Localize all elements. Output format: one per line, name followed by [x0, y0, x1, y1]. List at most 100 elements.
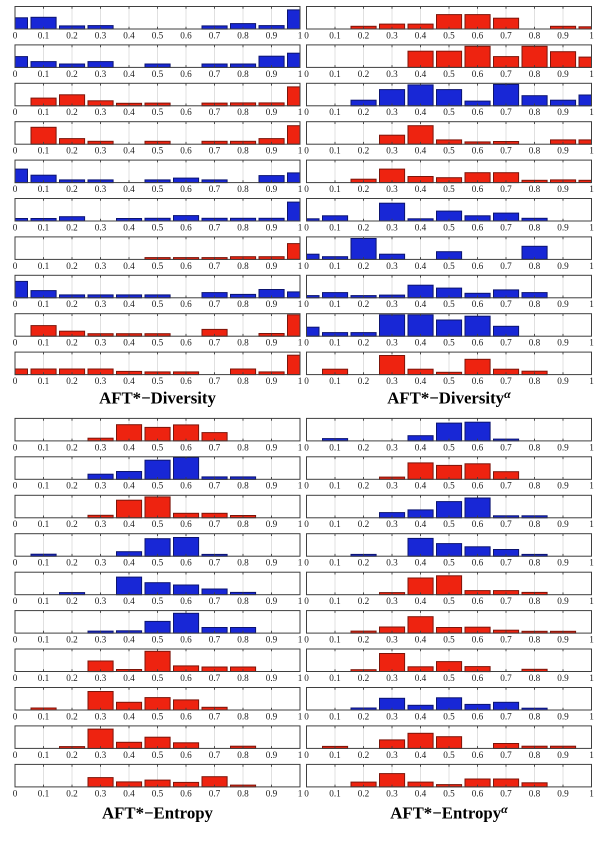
svg-text:0.5: 0.5 — [152, 481, 164, 491]
svg-text:0.9: 0.9 — [557, 711, 569, 721]
svg-text:0.9: 0.9 — [266, 481, 278, 491]
svg-text:0.6: 0.6 — [472, 519, 484, 529]
svg-text:0.4: 0.4 — [123, 442, 135, 452]
svg-text:0: 0 — [13, 711, 18, 721]
svg-text:0.3: 0.3 — [386, 69, 398, 79]
svg-text:0.2: 0.2 — [66, 481, 78, 491]
svg-text:0.6: 0.6 — [180, 299, 192, 309]
svg-text:0.3: 0.3 — [386, 299, 398, 309]
svg-text:0.6: 0.6 — [472, 184, 484, 194]
svg-text:0.5: 0.5 — [152, 184, 164, 194]
svg-text:0.6: 0.6 — [180, 711, 192, 721]
svg-text:0.8: 0.8 — [529, 442, 541, 452]
svg-text:0.7: 0.7 — [209, 338, 221, 348]
svg-text:0: 0 — [304, 30, 309, 40]
svg-text:0.3: 0.3 — [386, 711, 398, 721]
svg-text:0.5: 0.5 — [443, 442, 455, 452]
svg-text:0.9: 0.9 — [557, 69, 569, 79]
svg-text:0.8: 0.8 — [237, 635, 249, 645]
svg-text:0.4: 0.4 — [123, 299, 135, 309]
svg-text:0.6: 0.6 — [472, 107, 484, 117]
svg-text:0.5: 0.5 — [152, 261, 164, 271]
svg-text:1: 1 — [589, 788, 594, 798]
svg-text:0.4: 0.4 — [123, 146, 135, 156]
svg-text:0.7: 0.7 — [209, 442, 221, 452]
svg-text:0.4: 0.4 — [415, 184, 427, 194]
svg-text:0.5: 0.5 — [443, 261, 455, 271]
svg-text:0.5: 0.5 — [443, 222, 455, 232]
svg-text:0.4: 0.4 — [123, 635, 135, 645]
svg-text:0.8: 0.8 — [529, 481, 541, 491]
svg-text:0.4: 0.4 — [123, 107, 135, 117]
svg-text:0.5: 0.5 — [443, 107, 455, 117]
svg-text:0.8: 0.8 — [529, 184, 541, 194]
svg-text:0.9: 0.9 — [557, 442, 569, 452]
svg-text:0.3: 0.3 — [95, 261, 107, 271]
svg-text:0: 0 — [304, 376, 309, 386]
svg-text:0.8: 0.8 — [529, 376, 541, 386]
svg-text:0.2: 0.2 — [66, 596, 78, 606]
svg-text:0.5: 0.5 — [152, 146, 164, 156]
svg-text:0: 0 — [304, 222, 309, 232]
svg-text:0.6: 0.6 — [180, 788, 192, 798]
svg-text:1: 1 — [589, 30, 594, 40]
svg-text:0: 0 — [13, 558, 18, 568]
svg-text:0.3: 0.3 — [95, 376, 107, 386]
svg-text:0: 0 — [304, 635, 309, 645]
svg-text:0.6: 0.6 — [180, 481, 192, 491]
svg-text:0.7: 0.7 — [500, 299, 512, 309]
svg-text:1: 1 — [589, 222, 594, 232]
svg-text:0.2: 0.2 — [358, 788, 370, 798]
svg-text:0.7: 0.7 — [209, 69, 221, 79]
svg-text:1: 1 — [589, 184, 594, 194]
svg-text:1: 1 — [589, 338, 594, 348]
svg-text:0.4: 0.4 — [123, 69, 135, 79]
svg-text:0.7: 0.7 — [500, 673, 512, 683]
svg-text:0.4: 0.4 — [123, 750, 135, 760]
svg-text:1: 1 — [298, 750, 303, 760]
svg-text:0.6: 0.6 — [472, 30, 484, 40]
svg-text:0.1: 0.1 — [329, 596, 341, 606]
svg-text:AFT*−Diversity: AFT*−Diversity — [99, 389, 216, 408]
svg-text:0.8: 0.8 — [529, 519, 541, 529]
svg-text:0.6: 0.6 — [180, 635, 192, 645]
svg-text:0.2: 0.2 — [66, 30, 78, 40]
svg-text:0: 0 — [304, 481, 309, 491]
svg-text:0.1: 0.1 — [38, 481, 50, 491]
svg-text:0.9: 0.9 — [266, 146, 278, 156]
svg-text:0.1: 0.1 — [38, 596, 50, 606]
svg-text:0.8: 0.8 — [529, 107, 541, 117]
svg-text:0.2: 0.2 — [358, 750, 370, 760]
svg-text:0: 0 — [304, 596, 309, 606]
svg-text:1: 1 — [298, 107, 303, 117]
svg-text:0.7: 0.7 — [209, 146, 221, 156]
svg-text:0.8: 0.8 — [237, 30, 249, 40]
svg-text:0: 0 — [304, 519, 309, 529]
svg-text:0.2: 0.2 — [358, 222, 370, 232]
svg-text:0.9: 0.9 — [557, 107, 569, 117]
svg-text:0.9: 0.9 — [266, 69, 278, 79]
svg-text:0.4: 0.4 — [415, 376, 427, 386]
svg-text:1: 1 — [298, 481, 303, 491]
svg-text:0.8: 0.8 — [237, 146, 249, 156]
svg-text:0.3: 0.3 — [386, 146, 398, 156]
svg-text:0.6: 0.6 — [472, 338, 484, 348]
svg-text:0.6: 0.6 — [472, 596, 484, 606]
svg-text:0.9: 0.9 — [557, 635, 569, 645]
svg-text:0.2: 0.2 — [66, 261, 78, 271]
svg-text:0: 0 — [304, 788, 309, 798]
svg-text:0.7: 0.7 — [500, 184, 512, 194]
svg-text:0.2: 0.2 — [66, 299, 78, 309]
svg-text:0.5: 0.5 — [152, 442, 164, 452]
svg-text:0.8: 0.8 — [529, 750, 541, 760]
svg-text:0.5: 0.5 — [443, 184, 455, 194]
svg-text:1: 1 — [298, 30, 303, 40]
svg-text:0.3: 0.3 — [386, 376, 398, 386]
svg-text:0.4: 0.4 — [415, 558, 427, 568]
svg-text:0.9: 0.9 — [557, 481, 569, 491]
svg-text:0.1: 0.1 — [38, 673, 50, 683]
svg-text:0.4: 0.4 — [415, 711, 427, 721]
svg-text:0.6: 0.6 — [472, 299, 484, 309]
svg-text:1: 1 — [589, 711, 594, 721]
svg-text:0.5: 0.5 — [152, 69, 164, 79]
